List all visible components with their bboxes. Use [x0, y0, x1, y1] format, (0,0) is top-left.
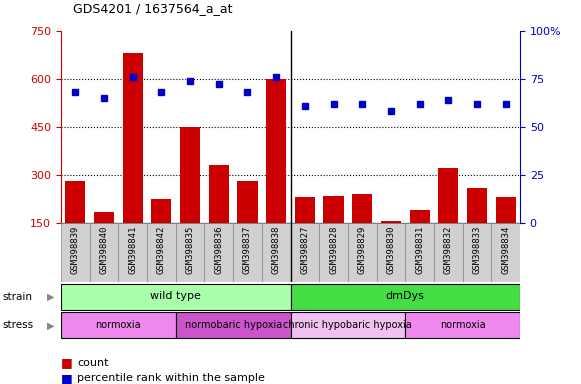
Bar — [410, 210, 429, 223]
Text: GSM398837: GSM398837 — [243, 226, 252, 274]
Bar — [89, 223, 119, 282]
Text: GSM398841: GSM398841 — [128, 226, 137, 274]
Text: GSM398839: GSM398839 — [71, 226, 80, 274]
Text: GSM398836: GSM398836 — [214, 226, 223, 274]
Text: percentile rank within the sample: percentile rank within the sample — [77, 373, 265, 383]
Bar — [209, 165, 229, 223]
Bar — [352, 194, 372, 223]
Bar — [406, 223, 434, 282]
Text: GDS4201 / 1637564_a_at: GDS4201 / 1637564_a_at — [73, 2, 232, 15]
Bar — [376, 223, 406, 282]
Bar — [496, 197, 516, 223]
Bar — [462, 223, 492, 282]
Bar — [492, 223, 520, 282]
Text: ■: ■ — [61, 372, 73, 384]
Bar — [180, 127, 200, 223]
Bar — [152, 199, 171, 223]
Text: GSM398831: GSM398831 — [415, 226, 424, 274]
Text: GSM398838: GSM398838 — [272, 226, 281, 274]
Text: stress: stress — [3, 320, 34, 331]
Bar — [94, 212, 114, 223]
Text: GSM398835: GSM398835 — [185, 226, 195, 274]
Bar — [119, 223, 147, 282]
Text: chronic hypobaric hypoxia: chronic hypobaric hypoxia — [284, 320, 413, 330]
Text: ■: ■ — [61, 356, 73, 369]
Text: count: count — [77, 358, 109, 368]
Bar — [324, 195, 343, 223]
Bar — [233, 223, 262, 282]
Text: normoxia: normoxia — [440, 320, 486, 330]
Text: GSM398827: GSM398827 — [300, 226, 309, 274]
Bar — [290, 223, 319, 282]
Bar — [467, 187, 487, 223]
Bar — [266, 79, 286, 223]
Bar — [65, 181, 85, 223]
Bar — [61, 284, 290, 310]
Bar — [147, 223, 175, 282]
Text: GSM398830: GSM398830 — [386, 226, 396, 274]
Bar — [319, 223, 348, 282]
Text: GSM398829: GSM398829 — [358, 226, 367, 274]
Bar — [348, 223, 376, 282]
Text: strain: strain — [3, 291, 33, 302]
Bar — [438, 168, 458, 223]
Bar — [290, 313, 406, 338]
Bar — [205, 223, 233, 282]
Bar — [262, 223, 290, 282]
Text: normoxia: normoxia — [95, 320, 141, 330]
Bar — [295, 197, 315, 223]
Text: ▶: ▶ — [47, 291, 54, 302]
Bar — [61, 313, 175, 338]
Text: GSM398842: GSM398842 — [157, 226, 166, 274]
Bar — [123, 53, 143, 223]
Bar — [290, 284, 520, 310]
Text: GSM398834: GSM398834 — [501, 226, 510, 274]
Text: GSM398840: GSM398840 — [99, 226, 109, 274]
Text: normobaric hypoxia: normobaric hypoxia — [185, 320, 282, 330]
Bar — [406, 313, 520, 338]
Text: wild type: wild type — [150, 291, 201, 301]
Text: ▶: ▶ — [47, 320, 54, 331]
Bar — [381, 221, 401, 223]
Bar — [175, 313, 290, 338]
Text: dmDys: dmDys — [386, 291, 425, 301]
Text: GSM398832: GSM398832 — [444, 226, 453, 274]
Bar — [175, 223, 205, 282]
Text: GSM398828: GSM398828 — [329, 226, 338, 274]
Bar — [61, 223, 89, 282]
Text: GSM398833: GSM398833 — [472, 226, 482, 274]
Bar — [238, 181, 257, 223]
Bar — [434, 223, 462, 282]
